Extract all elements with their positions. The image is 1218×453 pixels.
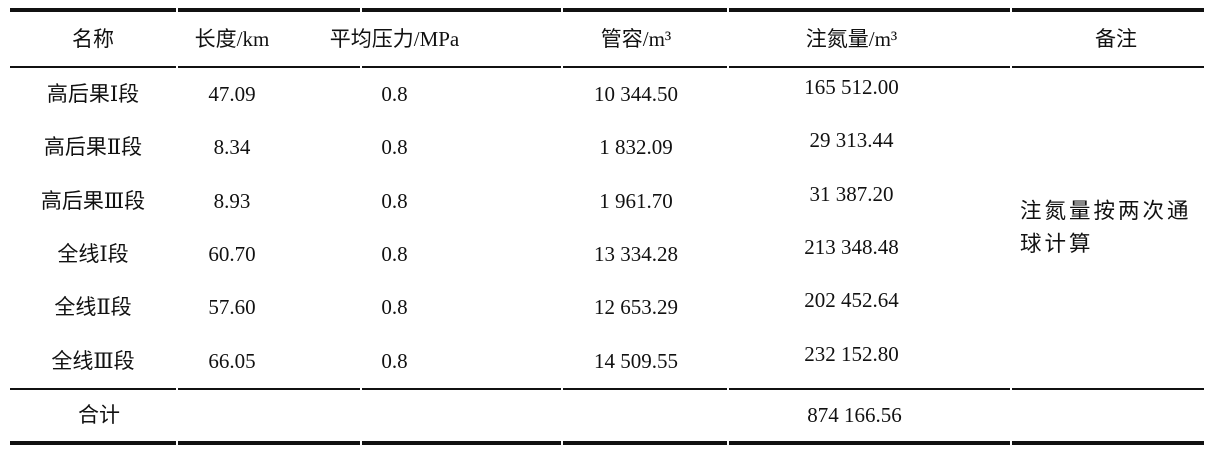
row-length: 8.34 xyxy=(213,135,251,160)
row-length: 8.93 xyxy=(213,188,251,213)
row-pressure: 0.8 xyxy=(381,295,408,320)
row-volume: 13 334.28 xyxy=(594,242,678,267)
header-separator-line xyxy=(9,66,1205,68)
table-bottom-border xyxy=(9,440,1205,445)
row-volume: 14 509.55 xyxy=(594,348,678,373)
row-volume: 12 653.29 xyxy=(594,295,678,320)
row-name: 高后果Ⅰ段 xyxy=(46,82,140,107)
row-name: 高后果Ⅲ段 xyxy=(40,188,146,213)
row-nitrogen: 213 348.48 xyxy=(804,235,899,260)
row-pressure: 0.8 xyxy=(381,82,408,107)
row-pressure: 0.8 xyxy=(381,135,408,160)
total-nitrogen: 874 166.56 xyxy=(807,402,902,427)
row-nitrogen: 165 512.00 xyxy=(804,75,899,100)
row-pressure: 0.8 xyxy=(381,242,408,267)
row-nitrogen: 31 387.20 xyxy=(809,181,894,206)
column-header-nitrogen: 注氮量/m³ xyxy=(805,26,898,51)
column-header-length: 长度/km xyxy=(194,26,270,51)
column-header-pressure: 平均压力/MPa xyxy=(329,26,460,51)
row-volume: 10 344.50 xyxy=(594,82,678,107)
column-header-volume: 管容/m³ xyxy=(600,26,672,51)
row-name: 全线Ⅰ段 xyxy=(57,242,129,267)
row-length: 57.60 xyxy=(208,295,256,320)
column-header-name: 名称 xyxy=(72,26,114,51)
row-length: 60.70 xyxy=(208,242,256,267)
row-length: 66.05 xyxy=(208,348,256,373)
table-body: 注氮量按两次通球计算 高后果Ⅰ段 47.09 0.8 10 344.50 165… xyxy=(9,68,1205,388)
row-pressure: 0.8 xyxy=(381,188,408,213)
row-nitrogen: 202 452.64 xyxy=(804,288,899,313)
remark-cell: 注氮量按两次通球计算 xyxy=(1020,198,1192,256)
row-name: 全线Ⅲ段 xyxy=(51,348,135,373)
total-separator-line xyxy=(9,387,1205,390)
row-volume: 1 832.09 xyxy=(599,135,673,160)
row-name: 全线Ⅱ段 xyxy=(54,295,132,320)
table-top-border xyxy=(9,8,1205,12)
table-header-row: 名称 长度/km 平均压力/MPa 管容/m³ 注氮量/m³ 备注 xyxy=(9,12,1205,66)
row-length: 47.09 xyxy=(208,82,256,107)
table-total-row: 合计 874 166.56 xyxy=(9,390,1205,441)
row-volume: 1 961.70 xyxy=(599,188,673,213)
total-label: 合计 xyxy=(78,402,120,427)
row-nitrogen: 29 313.44 xyxy=(809,128,894,153)
row-name: 高后果Ⅱ段 xyxy=(43,135,143,160)
row-nitrogen: 232 152.80 xyxy=(804,341,899,366)
row-pressure: 0.8 xyxy=(381,348,408,373)
column-header-remark: 备注 xyxy=(1095,26,1137,51)
nitrogen-injection-table: 名称 长度/km 平均压力/MPa 管容/m³ 注氮量/m³ 备注 注氮量按两次… xyxy=(9,8,1205,445)
